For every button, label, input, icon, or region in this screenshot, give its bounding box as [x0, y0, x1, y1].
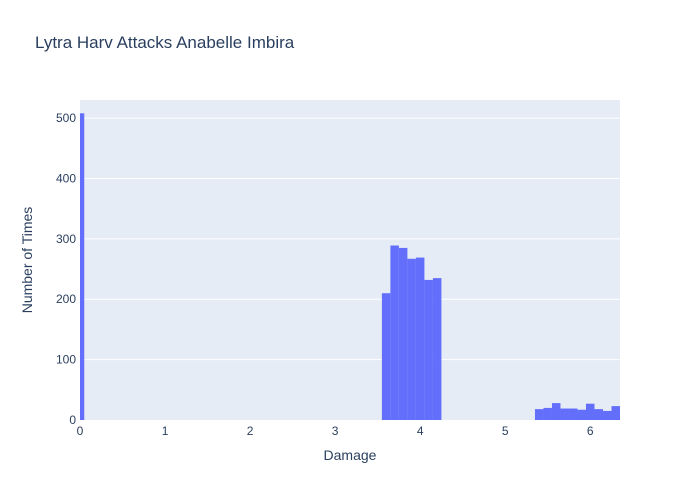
plot-background	[80, 100, 620, 420]
histogram-bar	[577, 409, 586, 420]
y-tick-label: 100	[56, 353, 76, 367]
chart-title: Lytra Harv Attacks Anabelle Imbira	[35, 33, 295, 52]
x-tick-label: 3	[332, 424, 339, 438]
histogram-bar	[80, 113, 85, 420]
x-tick-label: 0	[77, 424, 84, 438]
y-tick-label: 0	[69, 413, 76, 427]
x-axis-title: Damage	[324, 447, 377, 463]
y-tick-label: 500	[56, 111, 76, 125]
y-axis-title: Number of Times	[19, 207, 35, 314]
histogram-bar	[560, 408, 569, 420]
x-tick-label: 2	[247, 424, 254, 438]
y-axis-ticks: 0 100 200 300 400 500	[56, 111, 76, 427]
histogram-bar	[611, 406, 620, 420]
x-tick-label: 1	[162, 424, 169, 438]
histogram-bar	[602, 410, 612, 420]
histogram-bar	[407, 258, 416, 420]
histogram-bar	[594, 409, 603, 420]
gridlines	[80, 117, 620, 361]
histogram-bar	[381, 293, 391, 420]
x-tick-label: 4	[417, 424, 424, 438]
histogram-bar	[543, 407, 552, 420]
x-tick-label: 6	[587, 424, 594, 438]
histogram-bar	[390, 245, 399, 420]
y-tick-label: 200	[56, 292, 76, 306]
bars	[80, 113, 620, 420]
y-tick-label: 400	[56, 171, 76, 185]
histogram-bar	[534, 409, 544, 420]
histogram-bar	[551, 403, 561, 420]
histogram-bar	[424, 279, 433, 420]
histogram-bar	[415, 257, 425, 420]
histogram-bar	[585, 403, 595, 420]
y-tick-label: 300	[56, 232, 76, 246]
x-tick-label: 5	[502, 424, 509, 438]
histogram-bar	[398, 247, 408, 420]
histogram-bar	[432, 278, 442, 420]
histogram-bar	[568, 408, 578, 420]
x-axis-ticks: 0 1 2 3 4 5 6	[77, 424, 594, 438]
